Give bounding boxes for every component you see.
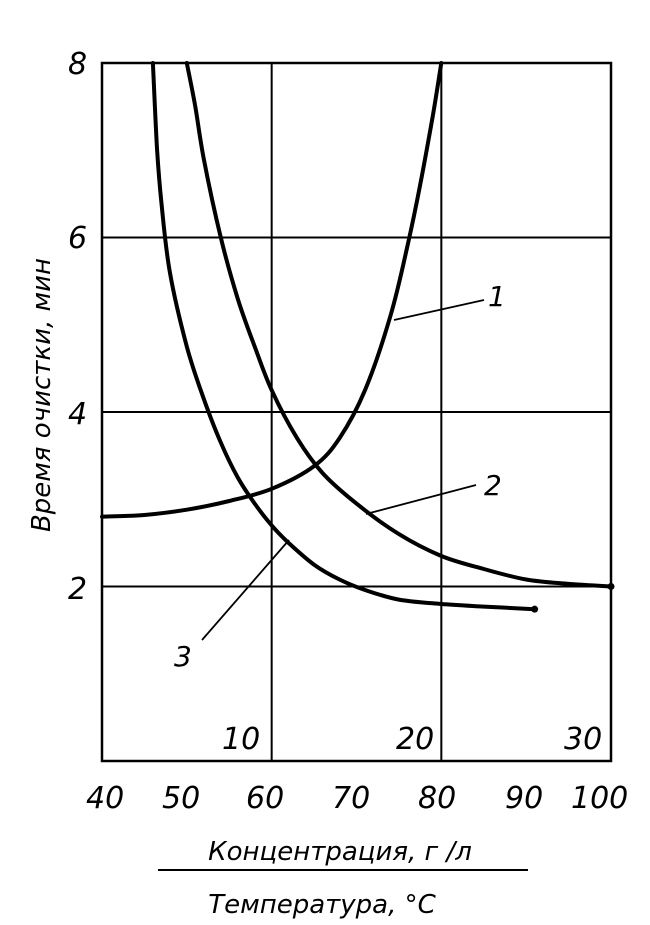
grid xyxy=(102,63,611,761)
curve-2-endpoint xyxy=(607,583,615,590)
y-tick-label: 6 xyxy=(68,221,87,256)
temperature-tick-label: 80 xyxy=(418,781,456,816)
curve-3-leader xyxy=(201,539,290,641)
y-tick-label: 2 xyxy=(68,572,87,607)
x-axis-label-concentration: Концентрация, г /л xyxy=(208,837,472,867)
curve-3-line xyxy=(150,61,537,612)
temperature-tick-label: 50 xyxy=(162,781,200,816)
curve-2-leader xyxy=(365,484,477,515)
temperature-tick-label: 100 xyxy=(571,781,628,816)
y-axis-label: Время очистки, мин xyxy=(27,258,57,532)
concentration-tick-label: 20 xyxy=(396,722,434,757)
curve-3-label: 3 xyxy=(174,640,192,673)
concentration-tick-label: 10 xyxy=(222,722,260,757)
curve-2-label: 2 xyxy=(484,469,502,502)
curve-1-line xyxy=(100,61,444,519)
curve-1-label: 1 xyxy=(488,280,506,313)
temperature-tick-label: 40 xyxy=(86,781,124,816)
temperature-tick-label: 60 xyxy=(246,781,284,816)
curve-1-leader xyxy=(393,299,485,321)
y-tick-label: 4 xyxy=(68,397,87,432)
curve-2-line xyxy=(184,61,613,589)
x-axis-label-temperature: Температура, °C xyxy=(208,890,436,920)
curves xyxy=(100,61,615,613)
y-tick-label: 8 xyxy=(68,47,87,82)
temperature-tick-label: 90 xyxy=(505,781,543,816)
concentration-tick-label: 30 xyxy=(564,722,602,757)
temperature-tick-label: 70 xyxy=(332,781,370,816)
curve-3-endpoint xyxy=(531,605,539,613)
